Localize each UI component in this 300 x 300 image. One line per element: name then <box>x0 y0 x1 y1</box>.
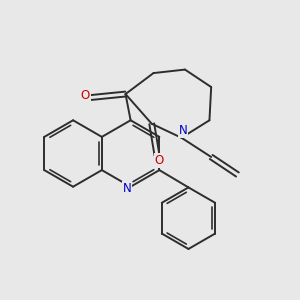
Text: N: N <box>123 182 131 195</box>
Text: N: N <box>179 124 188 137</box>
Text: O: O <box>154 154 164 167</box>
Text: O: O <box>81 89 90 102</box>
